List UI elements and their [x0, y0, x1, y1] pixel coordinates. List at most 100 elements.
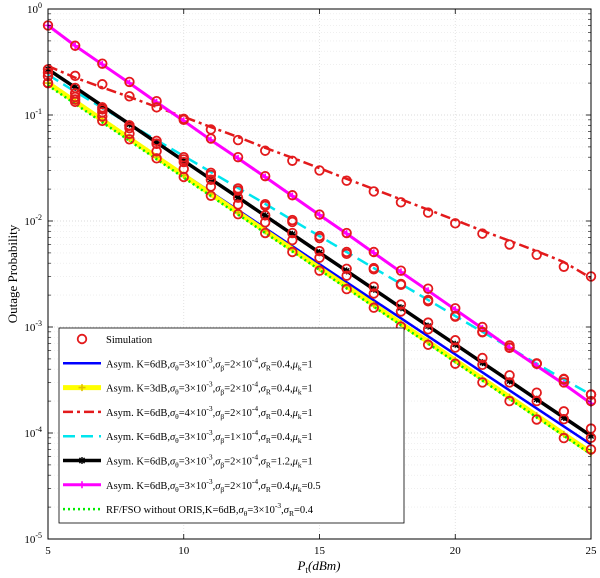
star-marker — [506, 377, 514, 385]
legend-entry-2: Asym. K=3dB,σθ=3×10-3,σβ=2×10-4,σR=0.4,μ… — [63, 380, 313, 397]
simulation-point — [395, 197, 407, 208]
simulation-point — [450, 218, 461, 229]
simulation-point — [341, 227, 352, 239]
plus-marker — [316, 211, 323, 219]
legend-label: Asym. K=6dB,σθ=3×10-3,σβ=2×10-4,σR=0.4,μ… — [106, 355, 313, 372]
simulation-point — [504, 377, 515, 388]
legend-entry-0: Simulation — [76, 333, 153, 346]
simulation-point — [477, 228, 488, 239]
simulation-point — [314, 230, 325, 242]
simulation-point — [558, 374, 570, 385]
simulation-point — [558, 432, 570, 444]
simulation-point — [287, 234, 298, 246]
legend-label: Simulation — [106, 335, 153, 346]
star-marker — [560, 414, 568, 422]
simulation-point — [232, 199, 244, 210]
simulation-point — [450, 303, 461, 314]
simulation-point — [477, 321, 488, 333]
simulation-point — [151, 146, 162, 157]
simulation-point — [341, 270, 352, 281]
simulation-point — [477, 326, 488, 338]
simulation-point — [151, 153, 162, 164]
simulation-set-1 — [42, 77, 597, 444]
series-2 — [47, 64, 592, 280]
simulation-point — [287, 190, 298, 201]
simulation-point — [314, 245, 325, 257]
simulation-point — [69, 40, 81, 51]
simulation-point — [395, 265, 407, 276]
simulation-point — [260, 170, 271, 182]
simulation-point — [178, 171, 189, 183]
simulation-point — [314, 209, 325, 220]
simulation-point — [124, 76, 135, 88]
simulation-point — [558, 377, 570, 388]
simulation-point — [260, 145, 271, 156]
simulation-point — [124, 120, 135, 132]
simulation-point — [97, 102, 108, 113]
simulation-point — [450, 335, 461, 346]
legend-entry-6: Asym. K=6dB,σθ=3×10-3,σβ=2×10-4,σR=0.4,μ… — [63, 477, 321, 494]
simulation-point — [205, 190, 217, 201]
simulation-point — [287, 227, 298, 239]
x-tick-label: 25 — [586, 545, 598, 557]
legend-label: Asym. K=6dB,σθ=4×10-3,σβ=2×10-4,σR=0.4,μ… — [106, 404, 313, 421]
simulation-point — [531, 249, 542, 260]
plus-marker — [261, 173, 269, 181]
y-tick-label: 10-2 — [24, 213, 42, 228]
plus-marker — [78, 384, 86, 392]
simulation-point — [205, 167, 217, 178]
legend: Simulation Asym. K=6dB,σθ=3×10-3,σβ=2×10-… — [58, 327, 405, 524]
x-axis-title: Pt(dBm) — [297, 558, 341, 575]
star-marker — [261, 212, 269, 220]
simulation-point — [450, 342, 461, 353]
simulation-point — [422, 339, 434, 350]
star-marker — [234, 193, 242, 201]
simulation-point — [232, 208, 244, 220]
simulation-point — [287, 155, 298, 166]
simulation-point — [97, 79, 108, 90]
simulation-point — [151, 138, 162, 149]
legend-label: Asym. K=6dB,σθ=3×10-3,σβ=2×10-4,σR=0.4,μ… — [106, 477, 321, 494]
simulation-point — [232, 134, 244, 146]
legend-label: Asym. K=6dB,σθ=3×10-3,σβ=1×10-4,σR=0.4,μ… — [106, 428, 313, 445]
simulation-set-6 — [42, 77, 597, 455]
simulation-point — [260, 217, 271, 228]
y-axis-title: Outage Probability — [5, 224, 20, 323]
y-tick-label: 10-1 — [24, 107, 42, 122]
simulation-point — [178, 156, 189, 168]
x-tick-label: 20 — [450, 545, 462, 557]
simulation-point — [178, 114, 189, 126]
star-marker — [78, 457, 86, 464]
legend-simulation-marker — [76, 333, 88, 345]
simulation-point — [341, 246, 352, 258]
legend-box — [58, 327, 405, 524]
simulation-point — [260, 227, 271, 239]
simulation-point — [477, 377, 488, 388]
simulation-point — [368, 288, 380, 299]
simulation-point — [97, 58, 108, 69]
simulation-point — [341, 283, 352, 295]
simulation-point — [504, 340, 515, 351]
simulation-point — [232, 192, 244, 203]
x-tick-label: 10 — [178, 545, 190, 557]
star-marker — [533, 395, 541, 403]
legend-label: Asym. K=3dB,σθ=3×10-3,σβ=2×10-4,σR=0.4,μ… — [106, 380, 313, 397]
simulation-point — [531, 414, 542, 425]
simulation-point — [422, 207, 434, 218]
simulation-point — [97, 115, 108, 127]
simulation-point — [124, 134, 135, 145]
simulation-point — [395, 278, 407, 290]
simulation-point — [368, 302, 380, 313]
plus-marker — [370, 249, 378, 257]
simulation-point — [205, 174, 217, 185]
simulation-point — [422, 294, 434, 306]
simulation-point — [450, 358, 461, 369]
simulation-point — [341, 175, 352, 186]
simulation-point — [504, 370, 515, 381]
simulation-point — [69, 96, 81, 108]
plus-marker — [343, 230, 351, 238]
legend-label: RF/FSO without ORIS,K=6dB,σθ=3×10-3,σR=0… — [106, 501, 314, 518]
simulation-point — [124, 91, 135, 102]
simulation-point — [368, 246, 380, 258]
